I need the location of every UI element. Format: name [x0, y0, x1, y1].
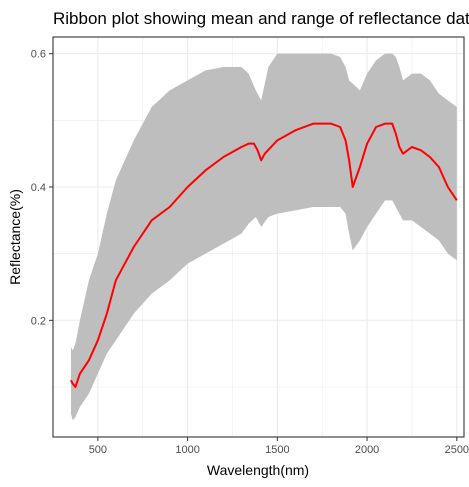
panel-border — [52, 36, 465, 438]
mean-line-layer — [70, 122, 458, 388]
range-ribbon — [70, 53, 457, 421]
y-tick-label: 0.2 — [31, 315, 46, 327]
ribbon-layer — [70, 53, 457, 421]
y-tick-label: 0.4 — [31, 182, 46, 194]
y-axis-title: Reflectance(%) — [7, 189, 23, 285]
chart-title: Ribbon plot showing mean and range of re… — [53, 9, 469, 28]
y-tick-label: 0.6 — [31, 49, 46, 61]
x-tick-label: 1500 — [265, 444, 289, 456]
x-axis-title: Wavelength(nm) — [207, 462, 309, 478]
y-axis-ticks: 0.2 0.4 0.6 — [31, 49, 53, 327]
x-axis-ticks: 500 1000 1500 2000 2500 — [89, 437, 469, 456]
mean-line — [70, 122, 458, 388]
x-tick-label: 2500 — [445, 444, 469, 456]
x-tick-label: 500 — [89, 444, 107, 456]
x-tick-label: 1000 — [175, 444, 199, 456]
x-tick-label: 2000 — [355, 444, 379, 456]
